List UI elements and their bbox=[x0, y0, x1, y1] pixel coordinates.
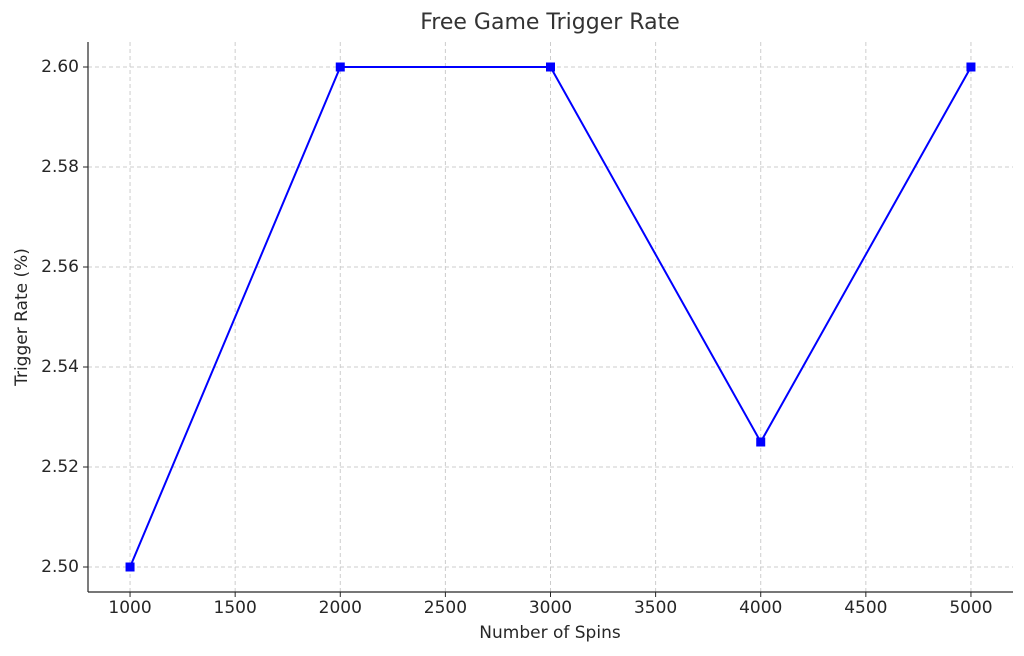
y-tick-label: 2.56 bbox=[41, 257, 79, 277]
x-tick-label: 4500 bbox=[844, 598, 887, 618]
data-point bbox=[756, 437, 766, 447]
data-point bbox=[335, 62, 345, 72]
x-tick-label: 2500 bbox=[424, 598, 467, 618]
y-tick-label: 2.60 bbox=[41, 57, 79, 77]
x-tick-label: 1000 bbox=[108, 598, 151, 618]
x-tick-label: 4000 bbox=[739, 598, 782, 618]
y-tick-label: 2.52 bbox=[41, 457, 79, 477]
data-point bbox=[125, 562, 135, 572]
data-point bbox=[966, 62, 976, 72]
chart-title: Free Game Trigger Rate bbox=[420, 10, 679, 35]
y-axis-label: Trigger Rate (%) bbox=[12, 248, 32, 387]
x-tick-label: 5000 bbox=[949, 598, 992, 618]
y-tick-label: 2.50 bbox=[41, 557, 79, 577]
x-tick-label: 3500 bbox=[634, 598, 677, 618]
y-tick-label: 2.54 bbox=[41, 357, 79, 377]
data-point bbox=[546, 62, 555, 72]
y-tick-label: 2.58 bbox=[41, 157, 79, 177]
x-tick-label: 2000 bbox=[319, 598, 362, 618]
x-axis-label: Number of Spins bbox=[479, 623, 621, 643]
x-tick-label: 3000 bbox=[529, 598, 572, 618]
x-tick-label: 1500 bbox=[214, 598, 257, 618]
